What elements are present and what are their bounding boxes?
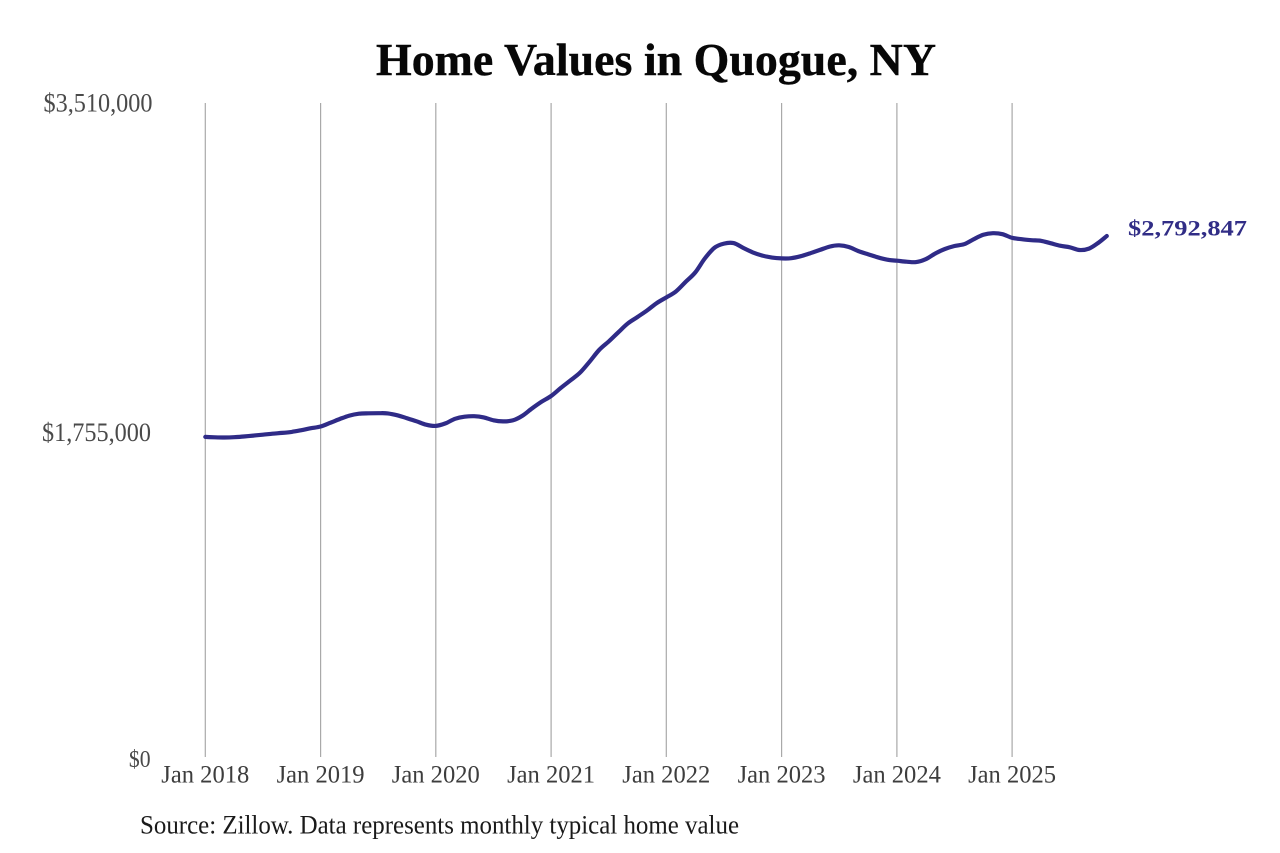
svg-text:Source: Zillow. Data represent: Source: Zillow. Data represents monthly … [140,811,739,840]
svg-text:$1,755,000: $1,755,000 [42,417,151,447]
svg-text:Jan 2022: Jan 2022 [622,762,710,789]
svg-text:Jan 2020: Jan 2020 [392,762,480,789]
svg-text:Jan 2025: Jan 2025 [968,762,1056,789]
svg-text:$0: $0 [129,747,151,773]
svg-text:Jan 2021: Jan 2021 [507,762,595,789]
svg-text:Jan 2018: Jan 2018 [161,762,249,789]
svg-text:Jan 2024: Jan 2024 [853,762,941,789]
svg-text:$3,510,000: $3,510,000 [44,88,153,118]
svg-text:Home Values in Quogue, NY: Home Values in Quogue, NY [376,34,936,85]
svg-text:$2,792,847: $2,792,847 [1128,215,1247,240]
svg-text:Jan 2019: Jan 2019 [277,762,365,789]
svg-text:Jan 2023: Jan 2023 [738,762,826,789]
